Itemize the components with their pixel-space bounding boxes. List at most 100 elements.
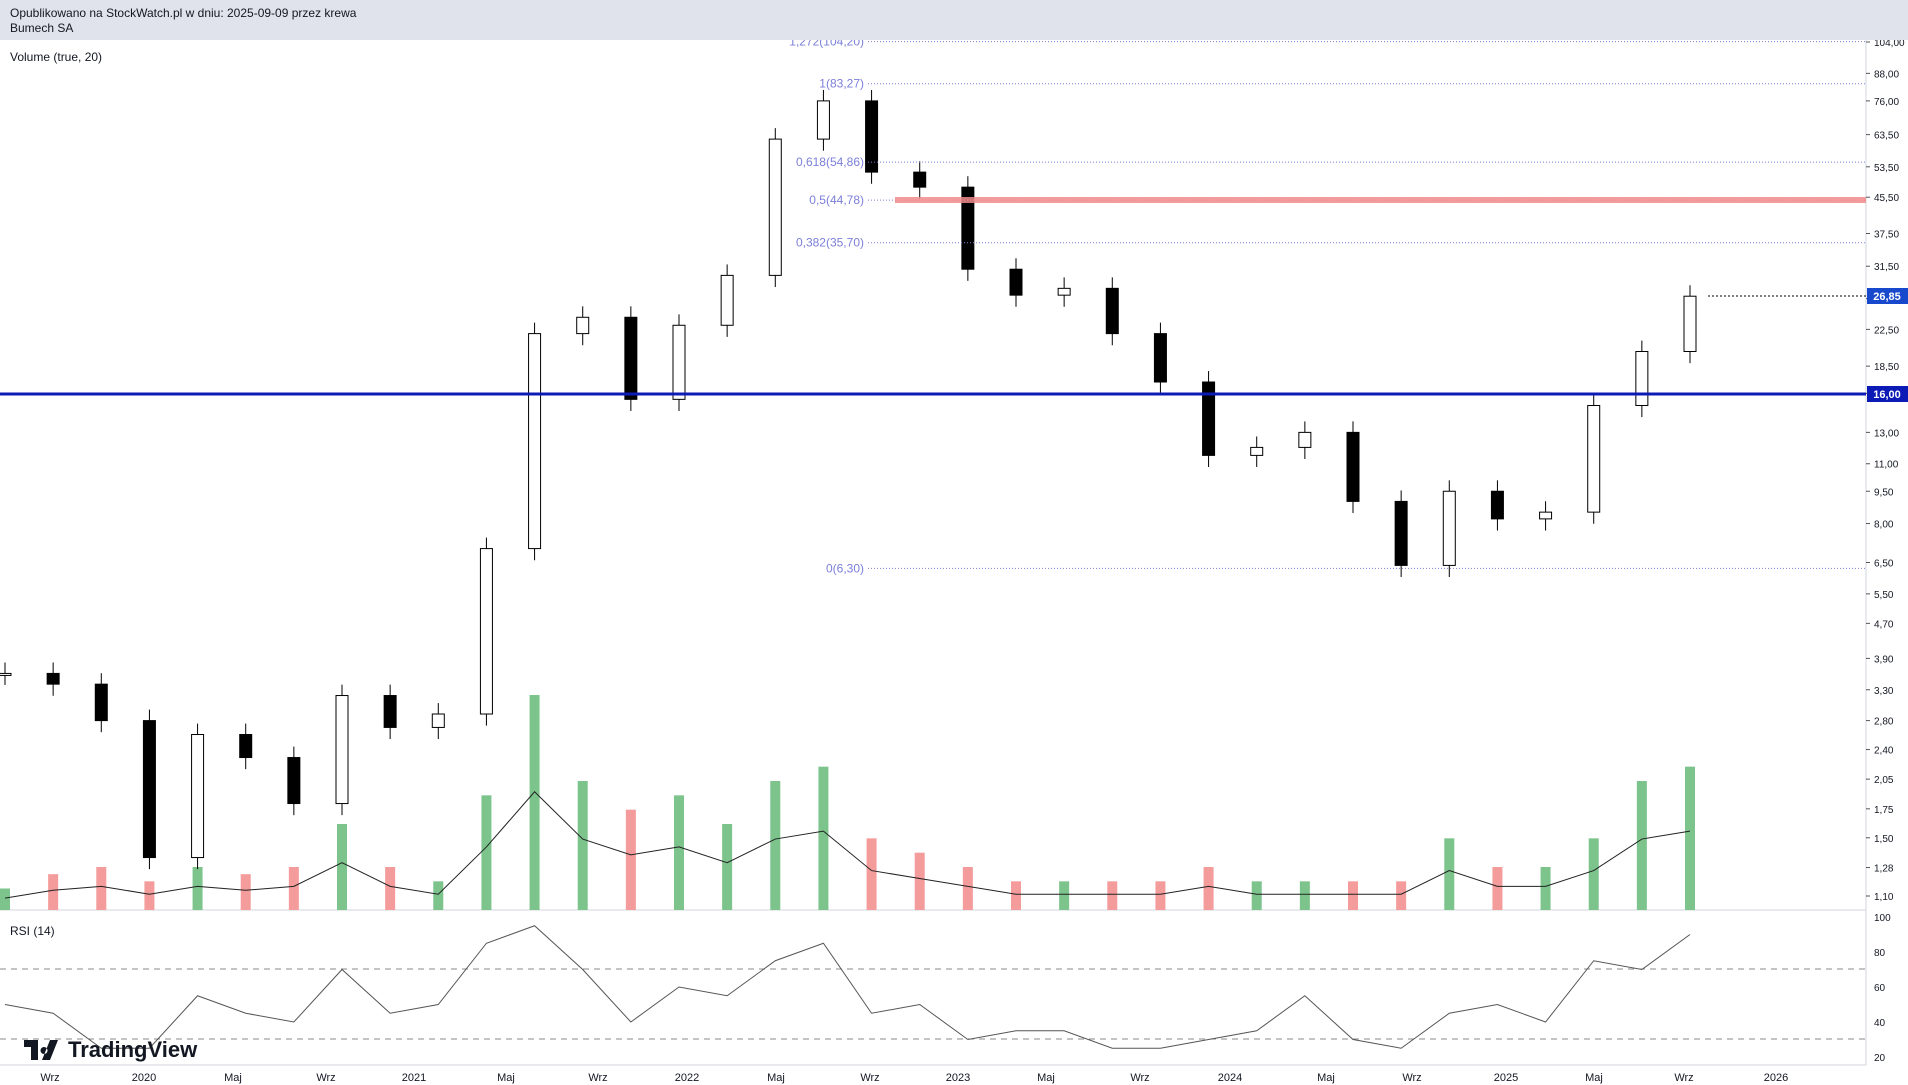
volume-bar <box>577 781 588 910</box>
rsi-tick-label: 40 <box>1874 1018 1886 1029</box>
volume-bar <box>1348 881 1358 910</box>
price-tick-label: 104,00 <box>1874 40 1905 49</box>
time-tick-label: Wrz <box>40 1072 59 1084</box>
price-tick-label: 6,50 <box>1874 558 1894 569</box>
volume-bar <box>1588 838 1599 910</box>
volume-bar <box>337 824 347 910</box>
time-tick-label: 2023 <box>946 1072 970 1084</box>
candle-body <box>1057 287 1071 296</box>
candle-body <box>1539 511 1553 520</box>
volume-bar <box>1540 867 1551 910</box>
price-tick-label: 1,50 <box>1874 834 1894 845</box>
candle-body <box>479 548 493 715</box>
candle-body <box>239 734 253 759</box>
time-tick-label: Wrz <box>588 1072 607 1084</box>
price-tick-label: 53,50 <box>1874 163 1899 174</box>
candles <box>0 89 1697 870</box>
time-tick-label: Wrz <box>1130 1072 1149 1084</box>
candle-body <box>1153 333 1167 383</box>
candle-body <box>1442 490 1456 566</box>
time-tick-label: Wrz <box>1402 1072 1421 1084</box>
volume-bar <box>674 795 684 910</box>
volume-bar <box>1444 838 1455 910</box>
time-tick-label: 2021 <box>402 1072 426 1084</box>
candle-body <box>1587 405 1601 513</box>
volume-bar <box>96 867 107 910</box>
volume-bar <box>914 852 925 910</box>
instrument-name: Bumech SA <box>10 21 74 35</box>
price-tick-label: 1,10 <box>1874 892 1894 903</box>
price-tick-label: 4,70 <box>1874 619 1894 630</box>
time-tick-label: Maj <box>1037 1072 1055 1084</box>
candle-body <box>94 683 108 722</box>
candle-body <box>1490 490 1504 520</box>
candle-body <box>1009 268 1023 296</box>
volume-bar <box>529 695 540 910</box>
price-chart[interactable]: 1,272(104,20) 1(83,27) 0,618(54,86) 0,5(44,… <box>0 40 1908 1085</box>
candle-body <box>1202 381 1216 456</box>
volume-bar <box>385 867 396 910</box>
price-tick-label: 37,50 <box>1874 229 1899 240</box>
price-tick-label: 11,00 <box>1874 460 1899 471</box>
fib-level-label: 1(83,27) <box>819 77 864 91</box>
time-tick-label: Wrz <box>860 1072 879 1084</box>
volume-bar <box>1251 881 1262 910</box>
price-tick-label: 1,28 <box>1874 864 1894 875</box>
rsi-tick-label: 60 <box>1874 983 1886 994</box>
candle-body <box>816 100 830 140</box>
current-price-badge <box>1867 288 1908 304</box>
time-tick-label: 2022 <box>675 1072 699 1084</box>
candle-body <box>142 720 156 859</box>
price-axis[interactable]: 104,00 88,00 76,00 63,50 53,50 45,50 37,50 31,5… <box>1866 40 1905 903</box>
time-axis[interactable]: Wrz 2020 Maj Wrz 2021 Maj Wrz 2022 Maj Wrz 2023 Maj… <box>40 1072 1788 1084</box>
candle-body <box>1346 431 1360 502</box>
volume-bar <box>1155 881 1166 910</box>
rsi-line <box>4 925 1691 1049</box>
volume-bar <box>1636 781 1647 910</box>
support-price-label: 16,00 <box>1873 389 1901 401</box>
tradingview-wordmark: TradingView <box>68 1037 198 1062</box>
fibonacci-levels[interactable]: 1,272(104,20) 1(83,27) 0,618(54,86) 0,5(44,… <box>789 40 1866 575</box>
rsi-tick-label: 80 <box>1874 948 1886 959</box>
volume-bar <box>722 824 733 910</box>
price-tick-label: 2,05 <box>1874 775 1894 786</box>
resistance-zone[interactable] <box>895 197 1866 203</box>
candle-body <box>287 757 301 805</box>
time-tick-label: 2024 <box>1218 1072 1242 1084</box>
rsi-tick-label: 100 <box>1874 913 1891 924</box>
price-tick-label: 3,90 <box>1874 654 1894 665</box>
price-tick-label: 13,00 <box>1874 428 1899 439</box>
publication-info: Opublikowano na StockWatch.pl w dniu: 20… <box>10 6 357 20</box>
fib-level-label: 0,618(54,86) <box>796 155 864 169</box>
volume-bar <box>48 874 59 910</box>
rsi-pane-label: RSI (14) <box>10 924 55 938</box>
volume-bar <box>866 838 877 910</box>
candle-body <box>191 734 205 859</box>
volume-bar <box>481 795 492 910</box>
candle-body <box>0 672 12 676</box>
volume-bar <box>1107 881 1118 910</box>
volume-bar <box>240 874 251 910</box>
time-tick-label: 2020 <box>132 1072 156 1084</box>
price-tick-label: 45,50 <box>1874 193 1899 204</box>
volume-bar <box>1685 766 1695 910</box>
candle-body <box>1683 295 1697 353</box>
volume-bar <box>144 881 155 910</box>
current-price-label: 26,85 <box>1873 291 1901 303</box>
candle-body <box>528 333 542 550</box>
price-tick-label: 76,00 <box>1874 97 1899 108</box>
price-tick-label: 9,50 <box>1874 487 1894 498</box>
volume-bar <box>1492 867 1503 910</box>
fib-level-label: 1,272(104,20) <box>789 40 864 49</box>
volume-bar <box>1203 867 1214 910</box>
time-tick-label: Maj <box>1585 1072 1603 1084</box>
time-tick-label: Maj <box>767 1072 785 1084</box>
price-tick-label: 5,50 <box>1874 590 1894 601</box>
time-tick-label: Maj <box>497 1072 515 1084</box>
price-tick-label: 88,00 <box>1874 69 1899 80</box>
price-tick-label: 8,00 <box>1874 520 1894 531</box>
fib-level-label: 0,382(35,70) <box>796 236 864 250</box>
volume-bars <box>0 695 1695 910</box>
fib-level-label: 0(6,30) <box>826 561 864 575</box>
chart-header: Opublikowano na StockWatch.pl w dniu: 20… <box>0 0 1908 40</box>
